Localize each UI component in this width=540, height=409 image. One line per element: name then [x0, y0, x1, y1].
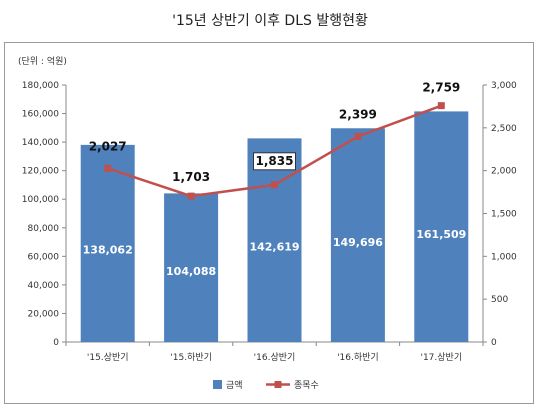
y-right-tick-label: 1,000: [491, 252, 517, 262]
bar-value-label: 104,088: [166, 265, 216, 278]
y-left-tick-label: 180,000: [22, 81, 59, 91]
line-marker: [354, 132, 362, 140]
y-left-tick-label: 40,000: [28, 281, 60, 291]
bar: [330, 128, 385, 342]
count-value-label: 1,703: [172, 170, 210, 184]
unit-label: (단위 : 억원): [18, 55, 67, 67]
y-left-tick-label: 160,000: [22, 110, 59, 120]
legend-label-line: 종목수: [294, 380, 319, 391]
legend-label-bar: 금액: [226, 379, 243, 391]
y-left-tick-label: 60,000: [28, 252, 60, 262]
chart-title: '15년 상반기 이후 DLS 발행현황: [172, 13, 368, 29]
y-right-tick-label: 2,500: [491, 124, 517, 134]
y-right-tick-label: 500: [491, 295, 508, 305]
legend-swatch-marker: [274, 381, 282, 388]
count-value-label: 2,399: [339, 107, 377, 121]
line-marker: [271, 181, 278, 189]
bar: [247, 138, 302, 342]
x-tick-label: '15.하반기: [170, 352, 212, 363]
y-right-tick-label: 1,500: [491, 210, 517, 220]
y-left-tick-label: 0: [53, 338, 59, 348]
bar-value-label: 138,062: [83, 243, 133, 256]
count-label-box: [253, 152, 296, 171]
legend-swatch-bar: [213, 380, 222, 389]
y-right-tick-label: 2,000: [491, 167, 517, 177]
x-tick-label: '15.상반기: [87, 352, 129, 363]
y-left-tick-label: 100,000: [22, 195, 59, 205]
x-tick-label: '16.상반기: [254, 352, 296, 363]
count-value-label: 1,835: [256, 154, 294, 168]
bar: [414, 111, 469, 343]
y-left-tick-label: 80,000: [28, 224, 60, 234]
line-marker: [437, 102, 445, 110]
y-right-tick-label: 3,000: [491, 81, 517, 91]
bar-value-label: 142,619: [249, 240, 299, 253]
bar-value-label: 149,696: [333, 236, 383, 249]
x-tick-label: '16.하반기: [337, 352, 379, 363]
x-tick-label: '17.상반기: [420, 352, 462, 363]
count-value-label: 2,759: [422, 81, 460, 95]
bar-value-label: 161,509: [416, 228, 466, 241]
bar: [164, 193, 219, 342]
bar: [80, 144, 135, 342]
y-right-tick-label: 0: [491, 338, 497, 348]
y-left-tick-label: 120,000: [22, 167, 59, 177]
count-value-label: 2,027: [89, 139, 127, 153]
chart-frame: [4, 42, 534, 404]
line-marker: [104, 164, 112, 172]
y-left-tick-label: 20,000: [28, 309, 60, 319]
line-marker: [187, 192, 195, 200]
y-left-tick-label: 140,000: [22, 138, 59, 148]
